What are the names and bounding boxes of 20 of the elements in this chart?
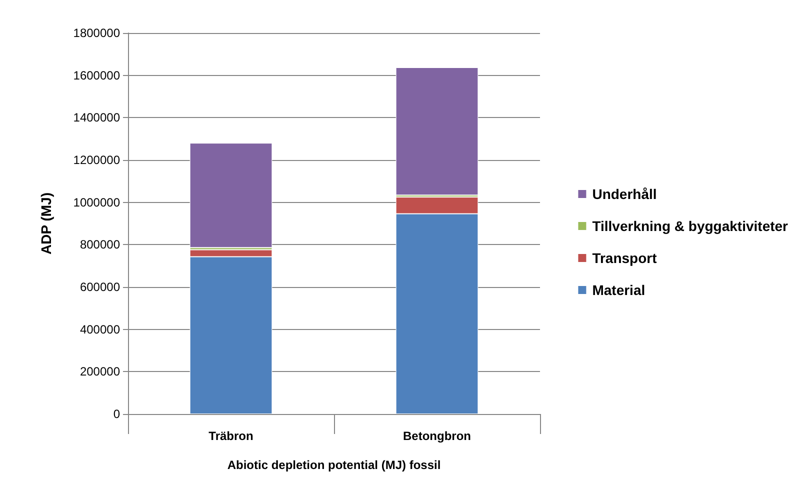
x-tick-label: Träbron [208, 429, 254, 443]
y-tick-label: 1200000 [73, 153, 120, 167]
legend-label: Transport [592, 250, 658, 266]
legend-label: Underhåll [592, 186, 657, 202]
x-axis-title: Abiotic depletion potential (MJ) fossil [227, 458, 441, 472]
y-tick-label: 200000 [80, 364, 120, 379]
y-tick-label: 1800000 [73, 26, 120, 40]
x-tick-label: Betongbron [403, 429, 471, 443]
bar [396, 68, 478, 196]
y-tick-label: 1400000 [73, 110, 120, 125]
y-tick-label: 1000000 [73, 195, 120, 210]
y-axis-title: ADP (MJ) [38, 192, 54, 254]
bar [190, 143, 272, 248]
legend-label: Material [592, 282, 646, 298]
y-tick-label: 800000 [80, 238, 120, 252]
y-tick-label: 600000 [80, 280, 120, 294]
y-tick-label: 1600000 [73, 68, 120, 82]
y-tick-label: 400000 [80, 322, 120, 336]
y-tick-label: 0 [113, 407, 120, 421]
legend-label: Tillverkning & byggaktiviteter [592, 218, 789, 234]
